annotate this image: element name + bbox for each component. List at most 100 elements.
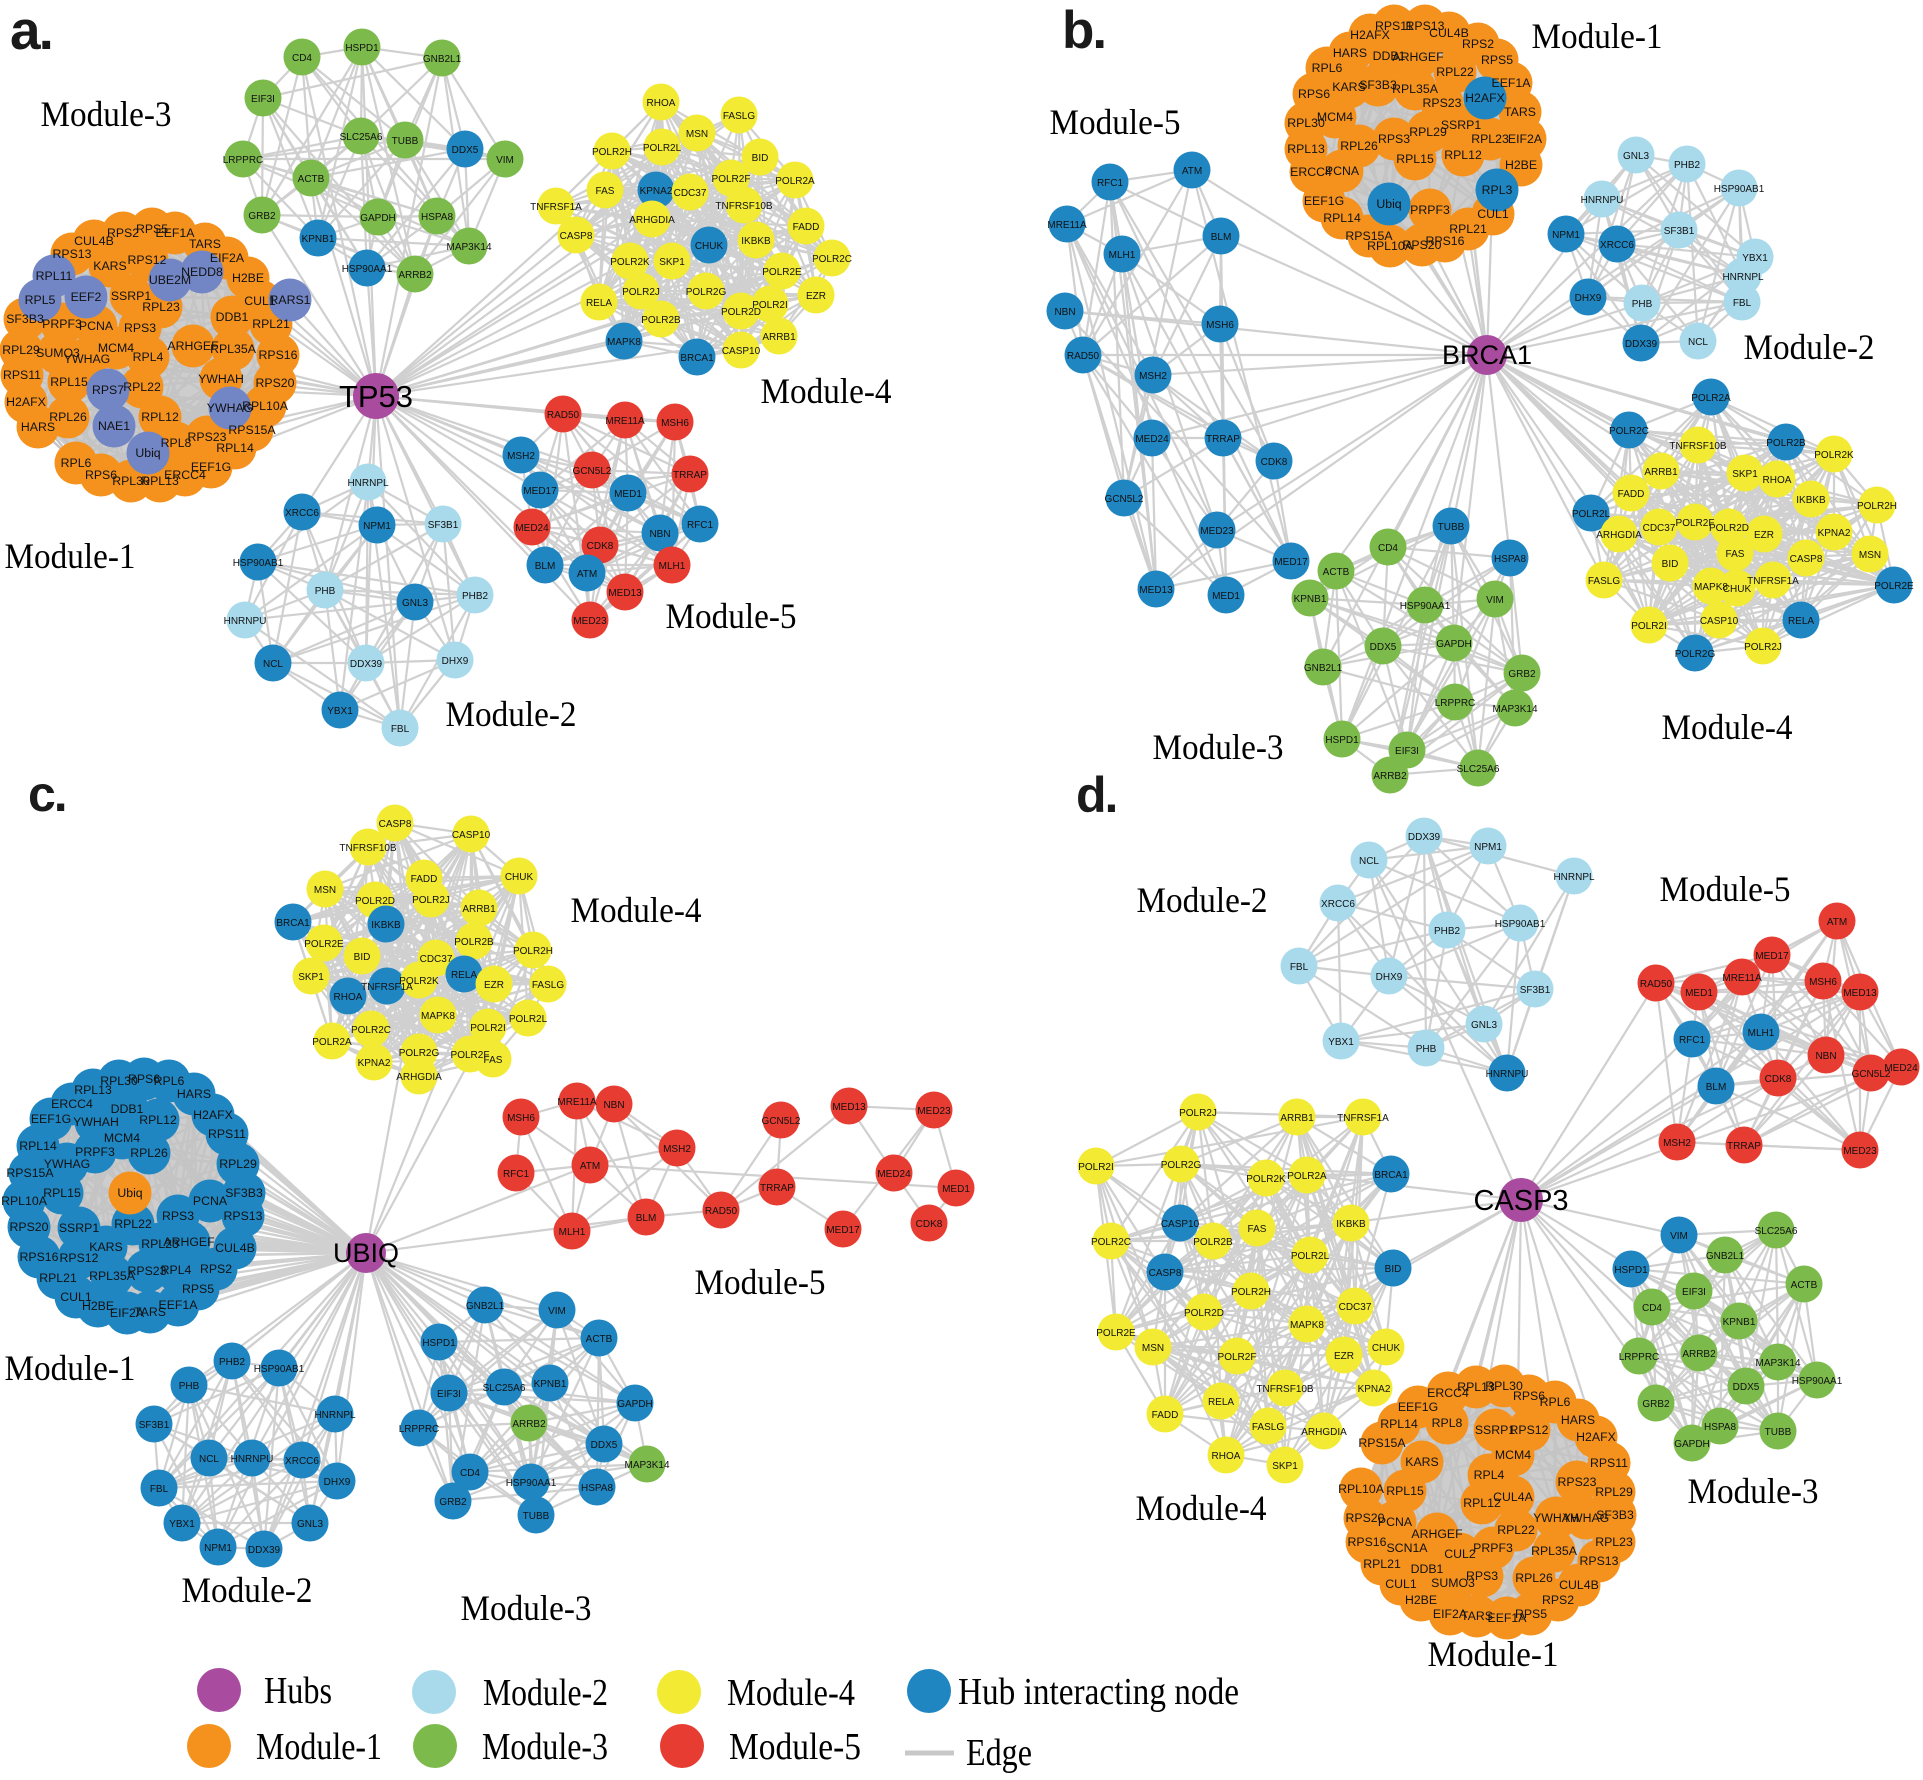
svg-text:Module-2: Module-2 [483,1672,608,1714]
svg-text:POLR2F: POLR2F [712,174,751,185]
svg-text:RELA: RELA [1788,616,1814,627]
svg-text:KPNB1: KPNB1 [302,234,335,245]
svg-text:PHB2: PHB2 [219,1357,246,1368]
svg-text:POLR2J: POLR2J [1744,642,1782,653]
svg-text:FASLG: FASLG [532,980,564,991]
svg-text:NCL: NCL [199,1454,219,1465]
svg-text:RPS20: RPS20 [1346,1511,1385,1525]
svg-text:RPS20: RPS20 [1403,238,1442,252]
svg-text:RPS12: RPS12 [60,1251,99,1265]
svg-text:DDB1: DDB1 [1373,49,1406,63]
svg-text:GAPDH: GAPDH [1674,1439,1710,1450]
svg-text:GNB2L1: GNB2L1 [423,54,462,65]
svg-text:RPL22: RPL22 [1436,65,1474,79]
svg-text:ACTB: ACTB [1323,567,1350,578]
svg-text:XRCC6: XRCC6 [1321,899,1355,910]
svg-text:RFC1: RFC1 [1097,178,1124,189]
svg-text:FADD: FADD [1618,489,1645,500]
svg-text:SSRP1: SSRP1 [59,1221,99,1235]
svg-text:RPL8: RPL8 [1432,1416,1463,1430]
svg-text:POLR2E: POLR2E [304,939,344,950]
svg-text:SF3B3: SF3B3 [1359,78,1397,92]
svg-text:MSN: MSN [314,885,336,896]
svg-text:RPL26: RPL26 [1340,139,1378,153]
svg-text:RPL21: RPL21 [1449,222,1487,236]
svg-text:a.: a. [10,0,52,61]
svg-text:CD4: CD4 [292,53,312,64]
svg-text:MED13: MED13 [1843,988,1877,999]
svg-text:MSH6: MSH6 [661,418,689,429]
svg-text:POLR2E: POLR2E [1874,581,1914,592]
svg-text:POLR2L: POLR2L [1291,1251,1330,1262]
svg-text:MAPK8: MAPK8 [607,337,641,348]
svg-text:NCL: NCL [1359,856,1379,867]
svg-text:IKBKB: IKBKB [371,920,401,931]
svg-text:MRE11A: MRE11A [1047,220,1087,231]
svg-text:HNRNPL: HNRNPL [1553,872,1595,883]
svg-text:KARS: KARS [89,1240,123,1254]
svg-text:KPNA2: KPNA2 [358,1058,391,1069]
svg-text:HSP90AA1: HSP90AA1 [506,1478,557,1489]
svg-text:TUBB: TUBB [392,136,419,147]
svg-text:CASP8: CASP8 [1149,1268,1182,1279]
svg-text:RPS2: RPS2 [1462,37,1494,51]
svg-text:CUL4A: CUL4A [1493,1490,1533,1504]
svg-text:ARHGEF: ARHGEF [163,1235,215,1249]
svg-text:Module-5: Module-5 [1050,102,1181,142]
svg-text:HARS: HARS [177,1087,211,1101]
svg-text:RPS20: RPS20 [10,1220,49,1234]
svg-text:EEF1G: EEF1G [191,460,231,474]
svg-text:TNFRSF1A: TNFRSF1A [1337,1113,1389,1124]
svg-text:POLR2K: POLR2K [1246,1174,1286,1185]
svg-text:RPL26: RPL26 [1515,1571,1553,1585]
svg-text:TNFRSF1A: TNFRSF1A [1747,576,1799,587]
svg-text:RPS5: RPS5 [1481,53,1513,67]
svg-text:POLR2B: POLR2B [1766,438,1806,449]
svg-text:MAP3K14: MAP3K14 [1492,704,1537,715]
svg-text:MED1: MED1 [942,1184,970,1195]
svg-text:BLM: BLM [1706,1082,1727,1093]
svg-text:ATM: ATM [1827,917,1847,928]
svg-text:POLR2F: POLR2F [1218,1352,1257,1363]
svg-text:Module-4: Module-4 [761,371,892,411]
svg-text:POLR2A: POLR2A [312,1037,352,1048]
svg-text:b.: b. [1062,1,1105,60]
svg-text:MED1: MED1 [1212,591,1240,602]
svg-text:FAS: FAS [484,1055,503,1066]
svg-text:RPL10A: RPL10A [1,1194,48,1208]
svg-text:NPM1: NPM1 [363,521,391,532]
svg-text:NEDD8: NEDD8 [181,265,223,279]
svg-text:RPL30: RPL30 [100,1074,138,1088]
svg-text:KPNB1: KPNB1 [1723,1317,1756,1328]
svg-text:DHX9: DHX9 [1376,972,1403,983]
svg-text:RPS5: RPS5 [182,1282,214,1296]
svg-text:RPL21: RPL21 [39,1271,77,1285]
svg-text:YWHAG: YWHAG [207,401,253,415]
svg-text:VIM: VIM [496,155,514,166]
svg-text:SUMO3: SUMO3 [1431,1576,1475,1590]
svg-text:FASLG: FASLG [1588,576,1620,587]
svg-text:POLR2C: POLR2C [1609,426,1649,437]
svg-text:TNFRSF10B: TNFRSF10B [1669,441,1727,452]
svg-text:IKBKB: IKBKB [741,236,771,247]
svg-text:NBN: NBN [1815,1051,1836,1062]
svg-text:SSRP1: SSRP1 [111,289,151,303]
svg-text:POLR2B: POLR2B [641,315,681,326]
svg-text:CASP10: CASP10 [1700,616,1739,627]
svg-text:MED17: MED17 [826,1225,860,1236]
svg-text:ATM: ATM [577,569,597,580]
svg-text:MED13: MED13 [832,1102,866,1113]
svg-text:ATM: ATM [1182,166,1202,177]
svg-text:ERCC4: ERCC4 [164,468,206,482]
svg-text:EIF3I: EIF3I [251,94,275,105]
svg-text:SSRP1: SSRP1 [1475,1423,1515,1437]
svg-text:FBL: FBL [1290,962,1309,973]
svg-text:MED13: MED13 [1139,585,1173,596]
svg-text:DDX39: DDX39 [1408,832,1441,843]
svg-text:RPL21: RPL21 [1363,1557,1401,1571]
svg-text:MSH6: MSH6 [507,1113,535,1124]
svg-text:RPL22: RPL22 [123,380,161,394]
svg-text:GNB2L1: GNB2L1 [1706,1251,1745,1262]
svg-text:EEF1A: EEF1A [1488,1611,1528,1625]
svg-text:BID: BID [1662,559,1679,570]
